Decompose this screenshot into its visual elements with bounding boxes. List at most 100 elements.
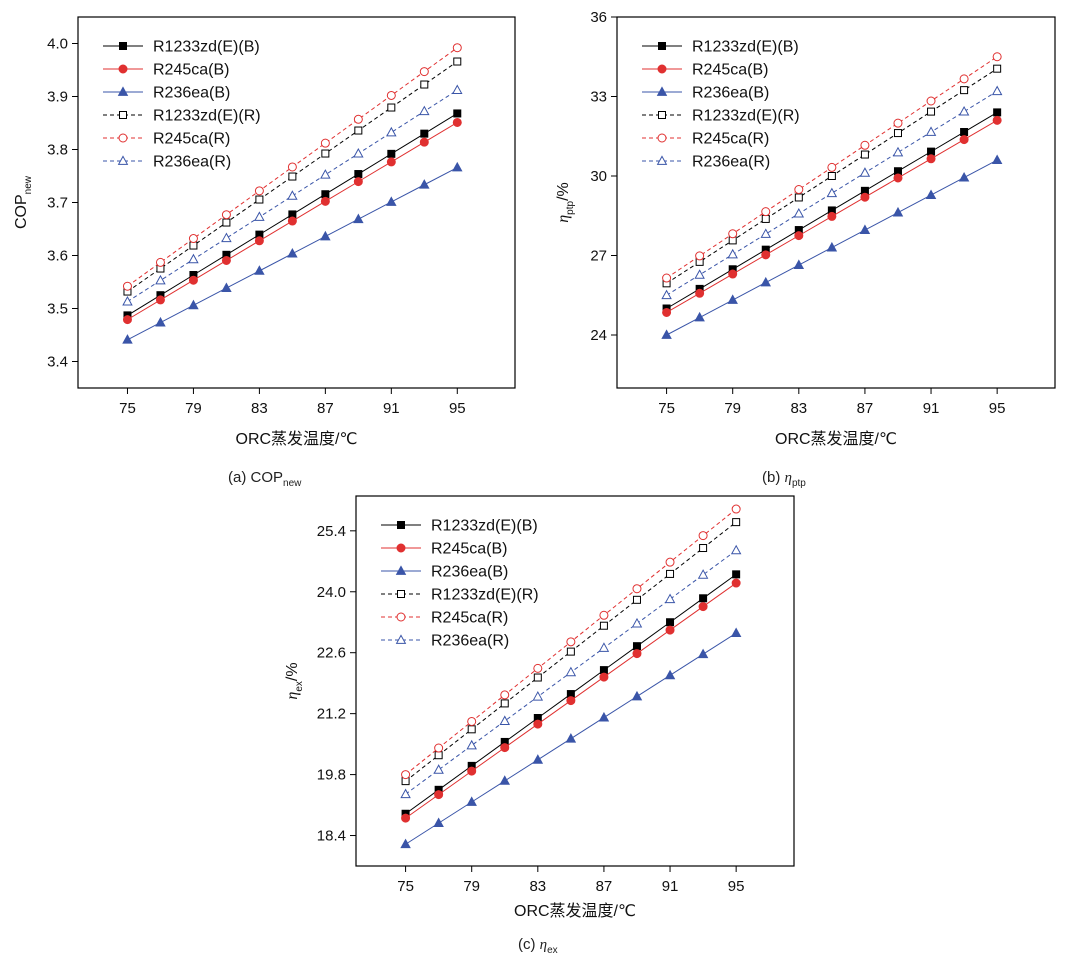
y-axis-title-main: η bbox=[555, 215, 572, 223]
data-point bbox=[466, 739, 477, 750]
data-point bbox=[400, 838, 411, 849]
x-tick-label: 95 bbox=[728, 878, 745, 895]
data-point bbox=[533, 663, 543, 673]
x-tick-label: 87 bbox=[317, 400, 334, 417]
data-point bbox=[222, 218, 231, 227]
data-point bbox=[664, 593, 676, 604]
series-R236ea(R) bbox=[661, 85, 1003, 300]
data-point bbox=[698, 531, 708, 541]
legend-label: R245ca(B) bbox=[431, 541, 507, 558]
data-point bbox=[826, 187, 838, 198]
data-point bbox=[731, 578, 741, 588]
y-tick-label: 25.4 bbox=[317, 523, 346, 540]
legend-marker bbox=[657, 133, 667, 143]
data-point bbox=[122, 315, 132, 325]
data-point bbox=[320, 138, 330, 148]
y-tick-label: 30 bbox=[590, 168, 607, 185]
legend-label: R1233zd(E)(B) bbox=[692, 39, 799, 56]
data-point bbox=[420, 129, 429, 138]
data-point bbox=[697, 648, 709, 659]
legend-label: R236ea(R) bbox=[153, 154, 231, 171]
data-point bbox=[794, 185, 804, 195]
data-point bbox=[728, 229, 738, 239]
data-point bbox=[958, 105, 970, 116]
data-point bbox=[826, 241, 838, 252]
legend-label: R245ca(R) bbox=[692, 131, 769, 148]
series-R1233zd(E)(B) bbox=[401, 570, 741, 818]
data-point bbox=[254, 265, 265, 275]
legend-marker bbox=[396, 543, 406, 553]
x-axis-title: ORC蒸发温度/℃ bbox=[236, 430, 358, 448]
series-line bbox=[666, 90, 998, 296]
data-point bbox=[566, 637, 576, 647]
legend: R1233zd(E)(B) R245ca(B) R236ea(B) R1233zd(E… bbox=[381, 518, 539, 650]
y-tick-label: 3.5 bbox=[47, 301, 68, 318]
caption-sub: ex bbox=[547, 945, 558, 956]
x-tick-label: 79 bbox=[463, 878, 480, 895]
data-point bbox=[761, 250, 771, 260]
data-point bbox=[699, 594, 708, 603]
data-point bbox=[993, 64, 1002, 73]
data-point bbox=[731, 504, 741, 514]
x-tick-label: 91 bbox=[662, 878, 679, 895]
data-point bbox=[386, 126, 397, 137]
data-point bbox=[401, 813, 411, 823]
legend-marker bbox=[118, 64, 128, 74]
legend-label: R236ea(R) bbox=[431, 633, 509, 650]
data-point bbox=[860, 192, 870, 202]
data-point bbox=[761, 214, 770, 223]
caption-sub: ptp bbox=[792, 478, 806, 489]
data-point bbox=[400, 788, 411, 799]
y-tick-label: 3.8 bbox=[47, 142, 68, 159]
data-point bbox=[893, 129, 902, 138]
x-tick-label: 91 bbox=[383, 400, 400, 417]
data-point bbox=[661, 289, 672, 300]
data-point bbox=[419, 67, 429, 77]
legend-label: R236ea(B) bbox=[692, 85, 769, 102]
series-R245ca(R) bbox=[662, 52, 1002, 283]
legend-marker bbox=[658, 42, 666, 50]
data-point bbox=[386, 157, 396, 167]
plot-frame bbox=[77, 16, 516, 389]
data-point bbox=[598, 711, 610, 722]
data-point bbox=[452, 117, 462, 127]
legend-marker bbox=[118, 133, 128, 143]
data-point bbox=[466, 796, 477, 806]
x-tick-label: 87 bbox=[596, 878, 613, 895]
series-R245ca(R) bbox=[401, 504, 741, 780]
data-point bbox=[599, 666, 608, 675]
data-point bbox=[288, 172, 297, 181]
legend-label: R245ca(R) bbox=[153, 131, 230, 148]
data-point bbox=[353, 213, 364, 224]
data-point bbox=[387, 149, 396, 158]
legend-marker bbox=[397, 521, 405, 529]
legend-label: R236ea(B) bbox=[431, 564, 508, 581]
data-point bbox=[155, 316, 166, 327]
legend-label: R245ca(B) bbox=[153, 62, 229, 79]
data-point bbox=[698, 602, 708, 612]
x-tick-label: 75 bbox=[119, 400, 136, 417]
panel-caption: (b) ηptp bbox=[762, 469, 806, 489]
data-point bbox=[532, 691, 544, 701]
data-point bbox=[188, 234, 198, 244]
series-R236ea(R) bbox=[400, 544, 742, 799]
legend-label: R1233zd(E)(R) bbox=[153, 108, 261, 125]
chart-panel-c: 75 79 83 87 91 95 18.4 19.8 21.2 22.6 24.0 25.4 ORC蒸… bbox=[284, 495, 795, 956]
plot-frame bbox=[616, 16, 1056, 389]
data-point bbox=[598, 642, 610, 652]
data-point bbox=[927, 147, 936, 156]
data-point bbox=[566, 647, 575, 656]
data-point bbox=[860, 140, 870, 150]
data-point bbox=[354, 170, 363, 179]
data-point bbox=[892, 146, 904, 157]
caption-prefix: (b) bbox=[762, 469, 785, 486]
data-point bbox=[662, 307, 672, 317]
legend-label: R1233zd(E)(R) bbox=[692, 108, 800, 125]
legend-marker bbox=[657, 64, 667, 74]
data-point bbox=[189, 241, 198, 250]
x-tick-label: 95 bbox=[449, 400, 466, 417]
data-point bbox=[661, 329, 672, 339]
data-point bbox=[565, 666, 577, 677]
panel-caption: (a) COPnew bbox=[228, 469, 302, 489]
data-point bbox=[599, 672, 609, 682]
